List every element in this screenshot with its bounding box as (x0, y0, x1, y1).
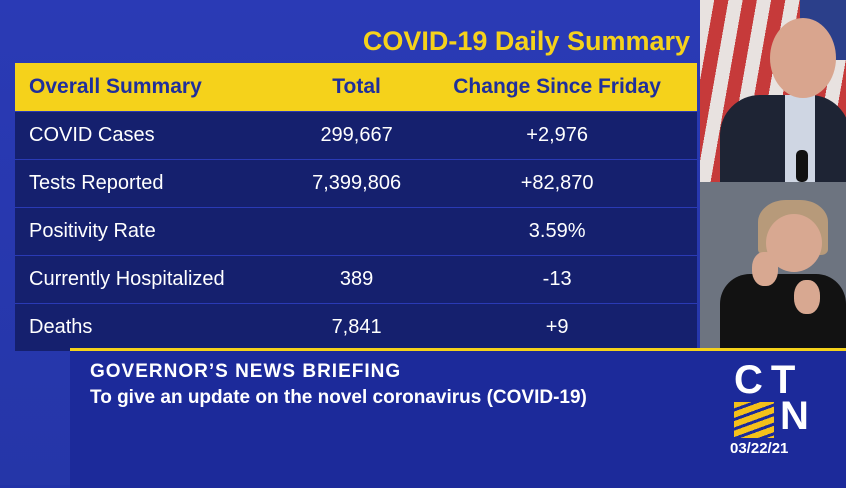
row-change: 3.59% (417, 207, 697, 256)
table-row: Positivity Rate 3.59% (15, 207, 697, 256)
row-change: -13 (417, 255, 697, 304)
speaker-video (700, 0, 846, 182)
broadcast-date: 03/22/21 (730, 440, 789, 457)
sign-language-interpreter-video (700, 182, 846, 348)
slide-title: COVID-19 Daily Summary (362, 26, 690, 56)
banner-subline: To give an update on the novel coronavir… (90, 387, 587, 408)
row-label: Tests Reported (15, 159, 296, 208)
logo-n-text: N (780, 394, 809, 438)
logo-ct-text: CT (734, 358, 804, 402)
microphone-icon (796, 150, 808, 182)
table-row: Deaths 7,841 +9 (15, 303, 697, 351)
table-header-row: Overall Summary Total Change Since Frida… (15, 63, 697, 112)
banner-headline: GOVERNOR’S NEWS BRIEFING (90, 361, 402, 382)
row-total: 299,667 (295, 111, 418, 160)
table-row: Tests Reported 7,399,806 +82,870 (15, 159, 697, 208)
row-label: Deaths (15, 303, 296, 351)
row-label: Positivity Rate (15, 207, 296, 256)
interpreter-hand (752, 252, 778, 286)
column-header: Total (295, 63, 418, 112)
table-row: COVID Cases 299,667 +2,976 (15, 111, 697, 160)
row-total: 389 (295, 255, 418, 304)
row-change: +2,976 (417, 111, 697, 160)
sunburst-icon (734, 402, 774, 438)
row-total (295, 207, 418, 256)
speaker-head (770, 18, 836, 98)
column-header: Change Since Friday (417, 63, 697, 112)
row-change: +9 (417, 303, 697, 351)
row-total: 7,841 (295, 303, 418, 351)
row-change: +82,870 (417, 159, 697, 208)
speaker-suit (720, 95, 846, 182)
summary-table: Overall Summary Total Change Since Frida… (15, 63, 697, 351)
interpreter-body (720, 274, 846, 348)
summary-slide: COVID-19 Daily Summary Overall Summary T… (0, 0, 700, 485)
row-total: 7,399,806 (295, 159, 418, 208)
row-label: COVID Cases (15, 111, 296, 160)
lower-third-banner: GOVERNOR’S NEWS BRIEFING To give an upda… (70, 348, 846, 488)
row-label: Currently Hospitalized (15, 255, 296, 304)
column-header: Overall Summary (15, 63, 296, 112)
table-row: Currently Hospitalized 389 -13 (15, 255, 697, 304)
interpreter-hand (794, 280, 820, 314)
